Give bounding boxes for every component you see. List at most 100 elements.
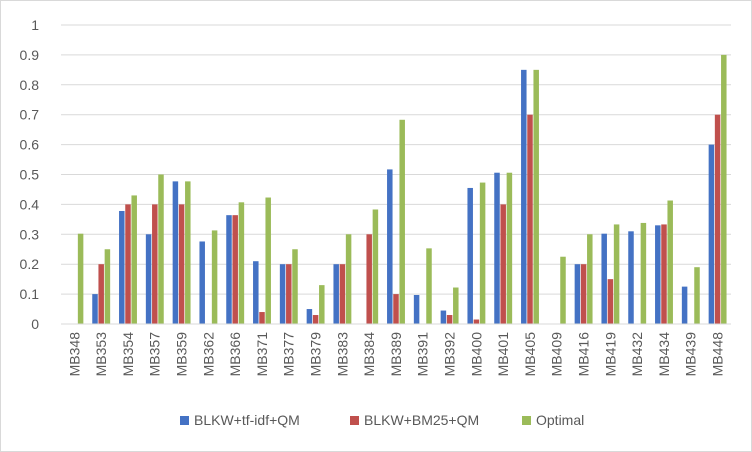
bars-group	[77, 54, 727, 325]
bar	[286, 264, 292, 324]
bar	[259, 312, 265, 324]
bar	[125, 204, 131, 324]
bar	[131, 195, 137, 324]
bar	[226, 215, 232, 324]
y-tick-label: 0.7	[20, 107, 40, 123]
bar	[393, 294, 399, 324]
legend-swatch	[522, 416, 531, 425]
bar	[387, 169, 393, 324]
bar	[185, 181, 191, 324]
bar	[721, 54, 727, 325]
y-tick-label: 0.4	[20, 196, 40, 212]
x-tick-label: MB362	[200, 332, 216, 377]
bar	[587, 234, 593, 324]
bar	[506, 172, 513, 324]
bar	[453, 287, 459, 324]
x-tick-label: MB439	[683, 332, 699, 377]
x-tick-label: MB409	[549, 332, 565, 377]
x-tick-label: MB391	[415, 332, 431, 377]
bar	[494, 172, 500, 324]
x-tick-label: MB359	[174, 332, 190, 377]
bar	[306, 309, 313, 324]
legend-label: BLKW+BM25+QM	[364, 412, 479, 428]
legend-label: BLKW+tf-idf+QM	[194, 412, 300, 428]
bar	[613, 224, 620, 324]
bar	[661, 224, 667, 324]
bar	[413, 294, 420, 324]
y-tick-label: 0.5	[20, 167, 40, 183]
x-tick-label: MB432	[629, 332, 645, 377]
bar	[467, 187, 473, 324]
bar	[232, 215, 238, 324]
bar	[446, 315, 453, 324]
x-tick-label: MB389	[388, 332, 404, 377]
bar	[77, 233, 84, 324]
bar	[708, 144, 715, 324]
x-tick-label: MB357	[147, 332, 163, 377]
y-tick-label: 0	[31, 316, 39, 332]
bar	[312, 315, 319, 324]
x-axis-ticks: MB348 MB353 MB354 MB357 MB359 MB362 MB366 MB371…	[66, 332, 725, 377]
y-tick-label: 0.9	[20, 47, 40, 63]
bar	[333, 264, 339, 324]
x-tick-label: MB392	[442, 332, 458, 377]
bar	[681, 286, 688, 324]
y-tick-label: 0.8	[20, 77, 40, 93]
x-tick-label: MB416	[576, 332, 592, 377]
bar	[640, 222, 647, 324]
bar	[292, 249, 298, 324]
y-tick-label: 1	[31, 17, 39, 33]
bar	[426, 248, 432, 324]
bar	[253, 261, 259, 324]
bar	[345, 234, 352, 324]
bar	[98, 264, 104, 324]
x-tick-label: MB401	[495, 332, 511, 377]
bar	[574, 264, 581, 324]
bar	[655, 225, 661, 324]
bar	[172, 181, 179, 324]
bar	[119, 210, 125, 324]
x-tick-label: MB448	[710, 332, 726, 377]
bar	[714, 114, 721, 324]
bar	[667, 200, 673, 324]
x-tick-label: MB354	[120, 332, 136, 377]
bar	[104, 249, 111, 324]
legend-swatch	[350, 416, 359, 425]
x-tick-label: MB383	[334, 332, 350, 377]
bar	[152, 204, 158, 324]
legend: BLKW+tf-idf+QM BLKW+BM25+QM Optimal	[180, 412, 584, 428]
bar	[211, 230, 218, 324]
bar	[533, 69, 539, 324]
bar	[440, 310, 447, 324]
legend-label: Optimal	[536, 412, 584, 428]
x-tick-label: MB377	[281, 332, 297, 377]
x-tick-label: MB419	[602, 332, 618, 377]
y-axis-ticks: 0 0.1 0.2 0.3 0.4 0.5 0.6 0.7 0.8 0.9 1	[20, 17, 40, 332]
bar	[473, 319, 480, 324]
bar	[158, 174, 164, 324]
legend-swatch	[180, 416, 189, 425]
bar	[399, 119, 405, 325]
x-tick-label: MB379	[308, 332, 324, 377]
bar	[479, 182, 486, 324]
x-tick-label: MB371	[254, 332, 270, 377]
x-tick-label: MB405	[522, 332, 538, 377]
x-tick-label: MB384	[361, 332, 377, 377]
bar	[694, 267, 700, 324]
x-tick-label: MB348	[66, 332, 82, 377]
bar	[199, 241, 205, 324]
bar	[145, 234, 152, 324]
bar	[178, 204, 185, 324]
bar	[279, 264, 286, 324]
y-tick-label: 0.3	[20, 226, 40, 242]
bar	[607, 279, 614, 324]
y-tick-label: 0.1	[20, 286, 40, 302]
bar	[628, 231, 634, 324]
bar	[500, 204, 506, 324]
y-tick-label: 0.2	[20, 256, 40, 272]
bar	[238, 202, 245, 324]
bar	[319, 285, 325, 324]
x-tick-label: MB434	[656, 332, 672, 377]
